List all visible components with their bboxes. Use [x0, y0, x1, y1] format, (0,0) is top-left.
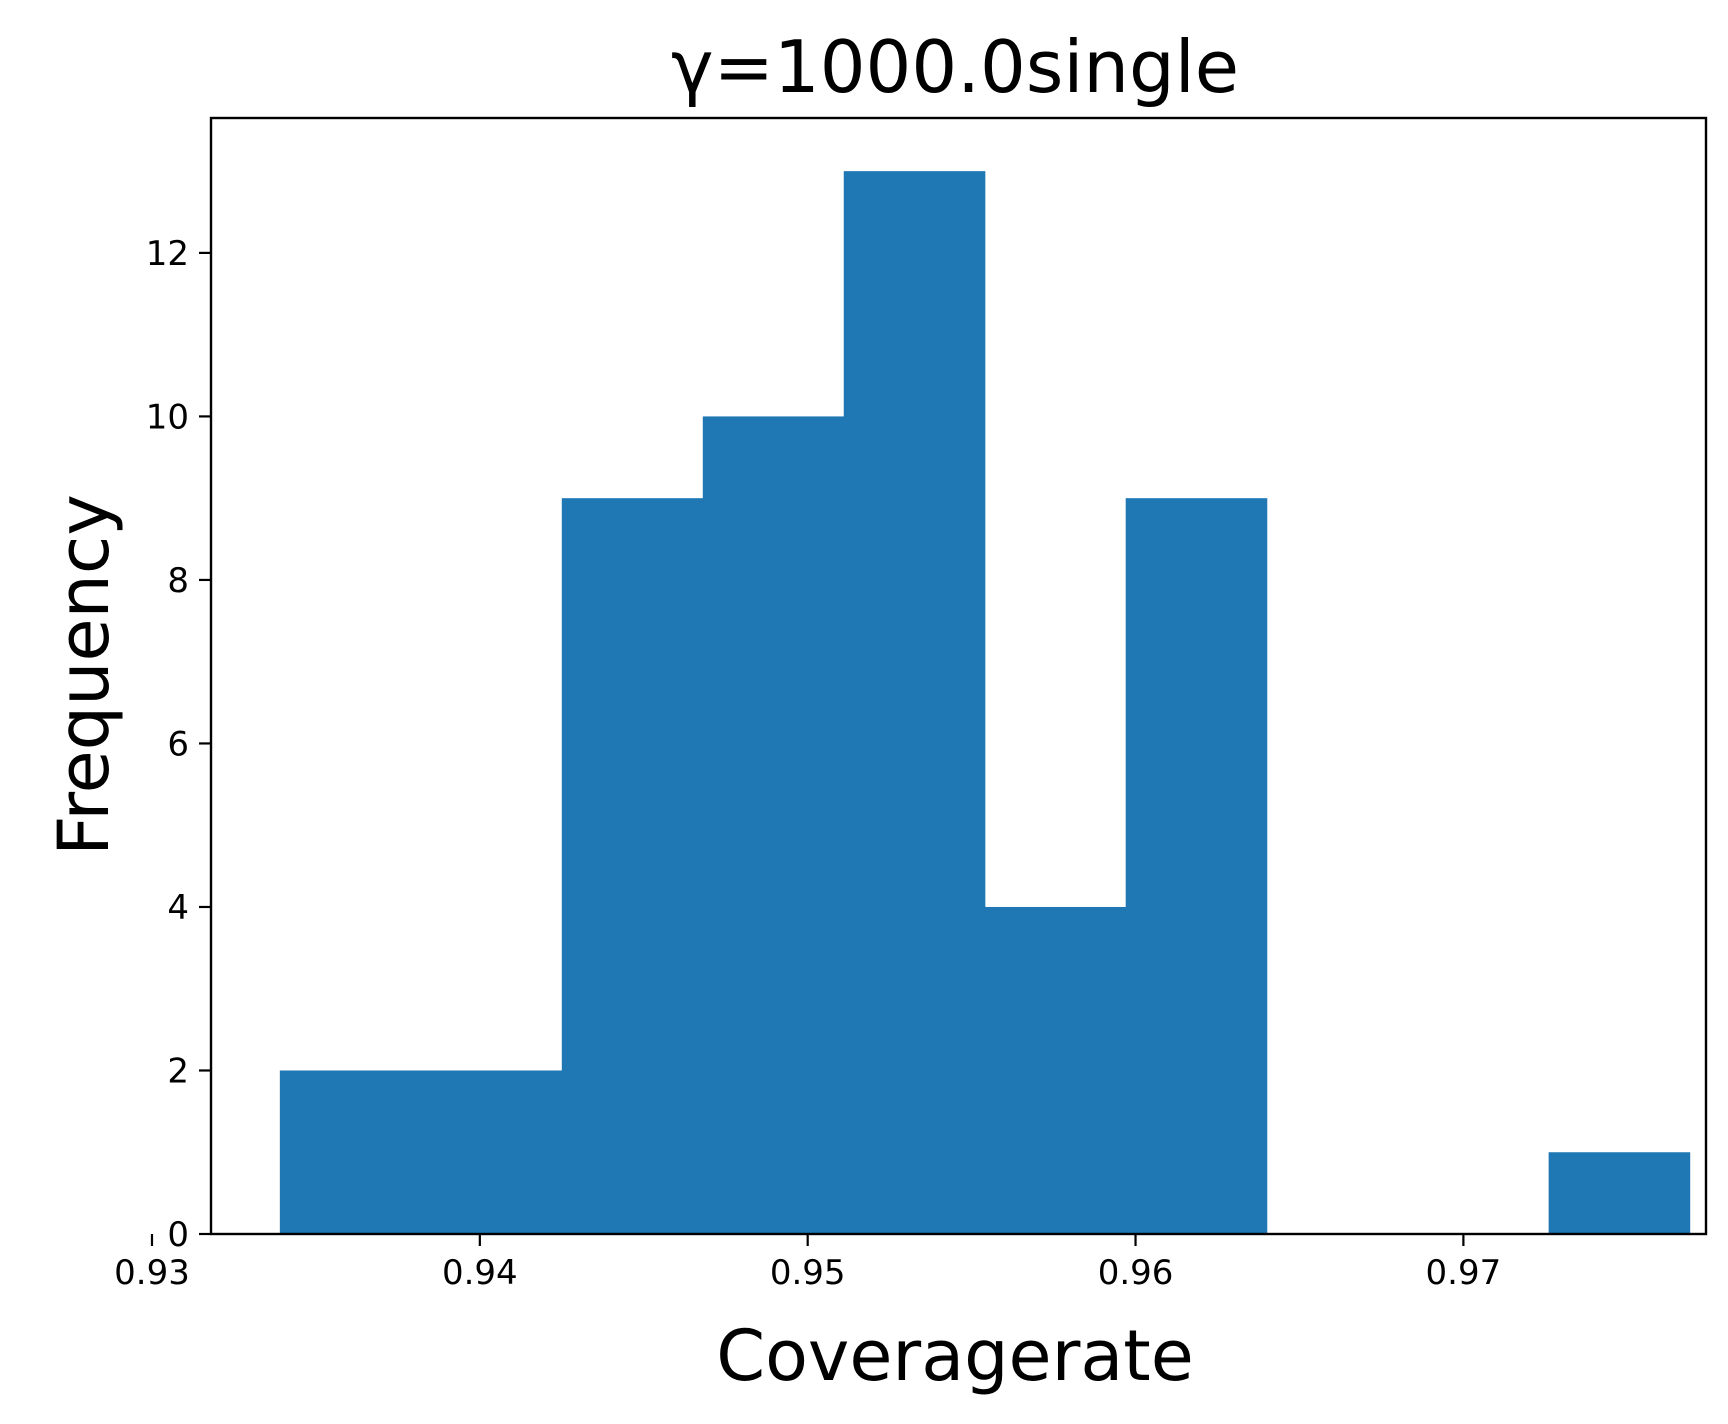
x-tick-label: 0.95 [770, 1253, 846, 1293]
histogram-bar-2 [420, 1070, 563, 1234]
histogram-bar-7 [1125, 498, 1268, 1234]
y-tick-label: 2 [167, 1051, 189, 1091]
y-tick-label: 8 [167, 561, 189, 601]
y-tick-label: 12 [146, 234, 189, 274]
x-tick-label: 0.97 [1426, 1253, 1502, 1293]
histogram-bar-4 [702, 416, 845, 1234]
y-tick-label: 0 [167, 1215, 189, 1255]
y-tick-label: 10 [146, 397, 189, 437]
plot-frame [209, 116, 1708, 1236]
x-tick-label: 0.93 [114, 1253, 190, 1293]
histogram-bar-5 [843, 171, 986, 1234]
histogram-bar-1 [279, 1070, 422, 1234]
histogram-bar-6 [984, 906, 1127, 1234]
x-tick-label: 0.94 [442, 1253, 518, 1293]
x-tick-label: 0.96 [1098, 1253, 1174, 1293]
x-axis-title: Coveragerate [716, 1315, 1194, 1397]
chart-title: γ=1000.0single [671, 25, 1239, 109]
y-tick-label: 6 [167, 724, 189, 764]
histogram-bar-10 [1548, 1152, 1691, 1234]
histogram-bar-3 [561, 498, 704, 1234]
plot-area: 0.93 0.94 0.95 0.96 0.97 0 2 4 6 8 10 12 [114, 116, 1708, 1293]
y-tick-label: 4 [167, 888, 189, 928]
y-axis-title: Frequency [43, 494, 125, 856]
